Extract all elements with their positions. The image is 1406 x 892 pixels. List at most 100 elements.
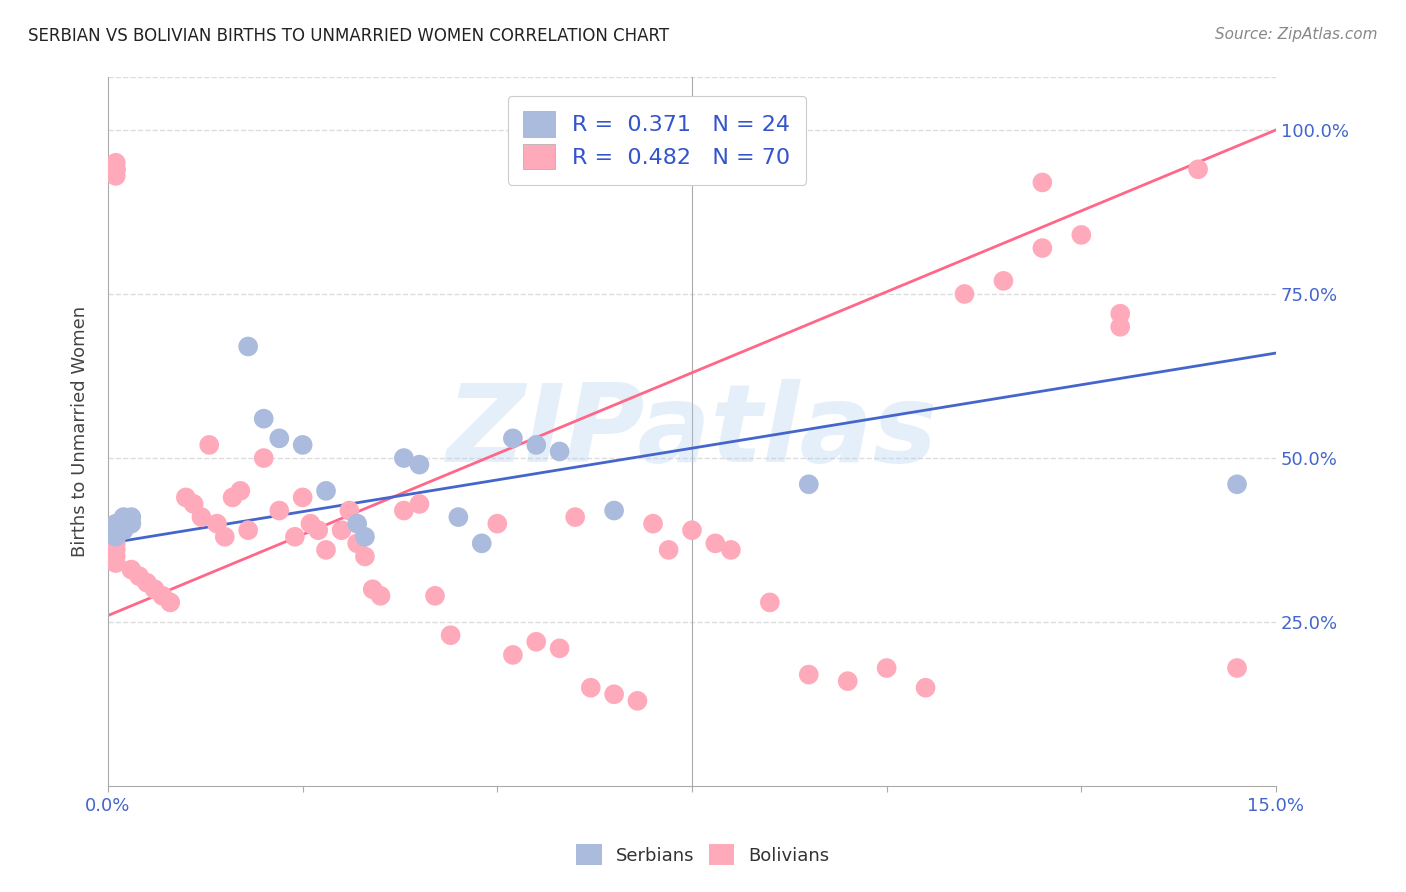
Point [183, 497, 205, 511]
Point [953, 287, 976, 301]
Point [471, 536, 494, 550]
Point [1187, 162, 1209, 177]
Point [392, 450, 415, 465]
Point [190, 510, 212, 524]
Point [104, 530, 127, 544]
Point [135, 575, 157, 590]
Point [603, 503, 626, 517]
Point [269, 431, 291, 445]
Point [1226, 477, 1249, 491]
Point [104, 516, 127, 531]
Point [423, 589, 446, 603]
Point [104, 530, 127, 544]
Point [392, 503, 415, 517]
Point [681, 523, 703, 537]
Point [291, 438, 314, 452]
Point [548, 641, 571, 656]
Point [1109, 319, 1132, 334]
Point [307, 523, 329, 537]
Point [993, 274, 1015, 288]
Point [408, 497, 430, 511]
Point [337, 503, 360, 517]
Point [502, 648, 524, 662]
Point [1031, 176, 1053, 190]
Point [548, 444, 571, 458]
Point [143, 582, 166, 597]
Point [104, 556, 127, 570]
Point [502, 431, 524, 445]
Legend: Serbians, Bolivians: Serbians, Bolivians [567, 835, 839, 874]
Point [174, 491, 197, 505]
Point [128, 569, 150, 583]
Point [315, 542, 337, 557]
Point [104, 549, 127, 564]
Point [315, 483, 337, 498]
Point [104, 169, 127, 183]
Point [486, 516, 509, 531]
Point [104, 162, 127, 177]
Point [759, 595, 782, 609]
Point [152, 589, 174, 603]
Point [120, 563, 142, 577]
Point [104, 155, 127, 169]
Point [579, 681, 602, 695]
Point [524, 634, 547, 648]
Point [236, 523, 259, 537]
Point [253, 450, 276, 465]
Y-axis label: Births to Unmarried Women: Births to Unmarried Women [72, 306, 89, 558]
Point [104, 162, 127, 177]
Point [104, 162, 127, 177]
Point [641, 516, 664, 531]
Point [112, 523, 135, 537]
Point [221, 491, 243, 505]
Point [837, 674, 859, 689]
Point [229, 483, 252, 498]
Point [159, 595, 181, 609]
Point [876, 661, 898, 675]
Point [704, 536, 727, 550]
Point [524, 438, 547, 452]
Point [112, 510, 135, 524]
Point [299, 516, 322, 531]
Point [564, 510, 586, 524]
Point [120, 516, 142, 531]
Point [205, 516, 228, 531]
Point [112, 516, 135, 531]
Point [914, 681, 936, 695]
Point [198, 438, 221, 452]
Point [253, 411, 276, 425]
Point [346, 536, 368, 550]
Text: Source: ZipAtlas.com: Source: ZipAtlas.com [1215, 27, 1378, 42]
Point [104, 536, 127, 550]
Point [658, 542, 681, 557]
Point [626, 694, 648, 708]
Point [104, 542, 127, 557]
Text: SERBIAN VS BOLIVIAN BIRTHS TO UNMARRIED WOMEN CORRELATION CHART: SERBIAN VS BOLIVIAN BIRTHS TO UNMARRIED … [28, 27, 669, 45]
Point [370, 589, 392, 603]
Point [408, 458, 430, 472]
Point [797, 667, 820, 681]
Text: ZIPatlas: ZIPatlas [447, 379, 938, 484]
Point [269, 503, 291, 517]
Point [361, 582, 384, 597]
Point [330, 523, 353, 537]
Point [120, 510, 142, 524]
Point [1109, 307, 1132, 321]
Point [603, 687, 626, 701]
Point [284, 530, 307, 544]
Legend: R =  0.371   N = 24, R =  0.482   N = 70: R = 0.371 N = 24, R = 0.482 N = 70 [508, 95, 806, 185]
Point [104, 523, 127, 537]
Point [291, 491, 314, 505]
Point [447, 510, 470, 524]
Point [1070, 227, 1092, 242]
Point [1226, 661, 1249, 675]
Point [214, 530, 236, 544]
Point [354, 530, 377, 544]
Point [720, 542, 742, 557]
Point [797, 477, 820, 491]
Point [354, 549, 377, 564]
Point [439, 628, 461, 642]
Point [1031, 241, 1053, 255]
Point [346, 516, 368, 531]
Point [236, 339, 259, 353]
